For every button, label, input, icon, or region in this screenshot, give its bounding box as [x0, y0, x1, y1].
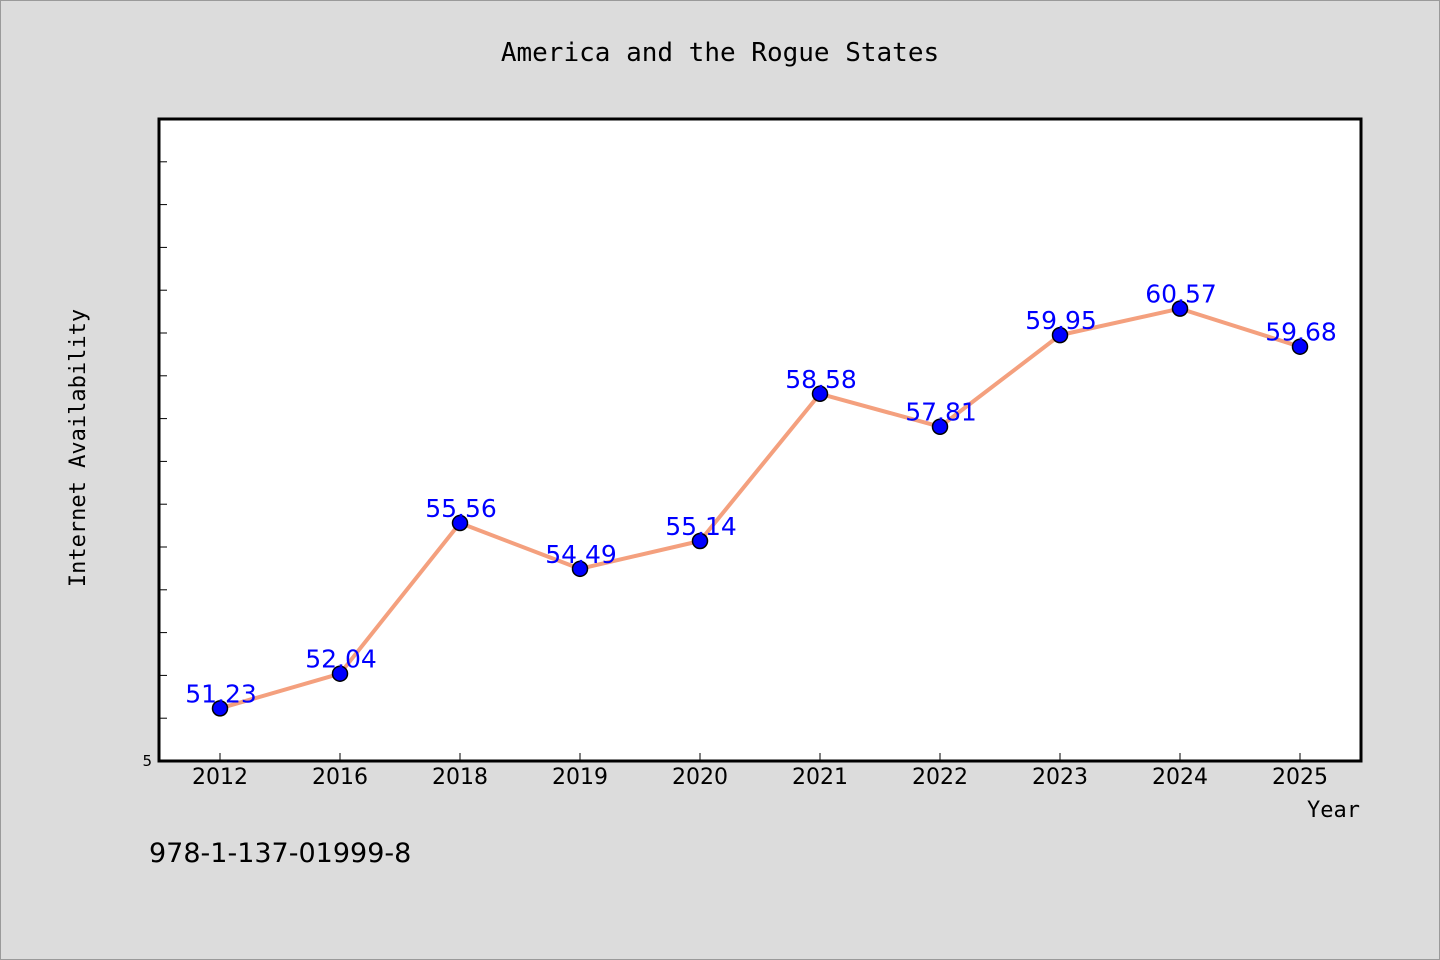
series-line-group	[218, 306, 1302, 711]
data-labels-group: 51.23 52.04 55.56 54.49 55.14 58.58 57.81 59.95…	[185, 280, 1337, 709]
data-label: 54.49	[545, 540, 617, 569]
x-tick-label: 2024	[1152, 765, 1208, 790]
data-label: 52.04	[305, 645, 377, 674]
isbn-text: 978-1-137-01999-8	[149, 838, 411, 869]
markers-group	[211, 300, 1309, 717]
x-tick-label: 2023	[1032, 765, 1088, 790]
data-point	[451, 514, 469, 532]
data-label: 60.57	[1145, 280, 1217, 309]
y-tick-label: 5	[142, 752, 152, 770]
series-line	[218, 306, 1302, 711]
x-tick-label: 2012	[192, 765, 248, 790]
data-point	[1051, 326, 1069, 344]
x-tick-label: 2022	[912, 765, 968, 790]
x-axis-ticks: 2012 2016 2018 2019 2020 2021 2022 2023 2024 2025	[192, 753, 1328, 790]
data-point	[1171, 300, 1189, 317]
x-tick-label: 2025	[1272, 765, 1328, 790]
x-tick-label: 2019	[552, 765, 608, 790]
data-point	[811, 385, 829, 403]
x-tick-label: 2016	[312, 765, 368, 790]
y-axis-label: Internet Availability	[66, 309, 91, 587]
data-point	[571, 560, 589, 578]
data-point	[1291, 338, 1309, 355]
data-point	[931, 418, 949, 435]
data-point	[691, 532, 709, 550]
data-label: 55.56	[425, 494, 497, 523]
data-label: 59.68	[1265, 318, 1337, 347]
data-point	[331, 665, 349, 682]
x-tick-label: 2021	[792, 765, 848, 790]
x-tick-label: 2018	[432, 765, 488, 790]
chart-title: America and the Rogue States	[501, 38, 939, 68]
y-axis-ticks: 5	[142, 161, 167, 770]
x-axis-label: Year	[1307, 798, 1360, 823]
plot-area	[157, 117, 1363, 763]
data-label: 59.95	[1025, 306, 1097, 335]
data-label: 57.81	[905, 398, 977, 427]
data-point	[211, 700, 229, 717]
data-label: 51.23	[185, 679, 257, 708]
data-label: 58.58	[785, 365, 857, 394]
data-label: 55.14	[665, 512, 737, 541]
x-tick-label: 2020	[672, 765, 728, 790]
